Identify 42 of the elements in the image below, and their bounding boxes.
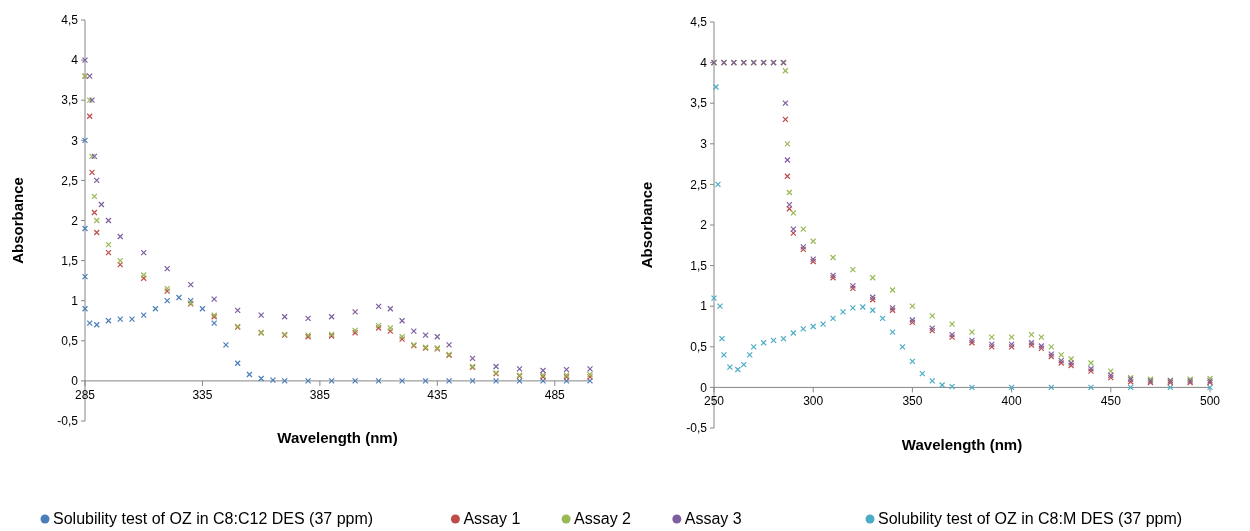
x-tick-label: 285 bbox=[74, 387, 96, 402]
x-tick-label: 450 bbox=[1100, 394, 1122, 409]
y-tick-label: -0,5 bbox=[686, 421, 708, 436]
y-tick-label: 2,5 bbox=[690, 177, 708, 192]
x-tick-label: 250 bbox=[703, 394, 725, 409]
y-tick-label: 4 bbox=[71, 53, 79, 68]
y-tick-label: 1,5 bbox=[690, 258, 708, 273]
y-tick-label: 1,5 bbox=[61, 253, 79, 268]
y-tick-label: 3 bbox=[700, 137, 708, 151]
y-tick-label: 3,5 bbox=[690, 96, 708, 111]
y-axis-title: Absorbance bbox=[9, 177, 26, 264]
y-tick-label: 4,5 bbox=[690, 15, 708, 30]
y-tick-label: -0,5 bbox=[57, 414, 79, 429]
x-tick-label: 385 bbox=[309, 387, 331, 402]
y-tick-label: 0,5 bbox=[690, 340, 708, 354]
legend-label: Solubility test of OZ in C8:M DES (37 ppm) bbox=[878, 510, 1183, 527]
y-tick-label: 3,5 bbox=[61, 93, 79, 108]
legend-label: Assay 1 bbox=[463, 510, 521, 527]
y-tick-label: 0 bbox=[700, 380, 708, 395]
x-axis-title: Wavelength (nm) bbox=[901, 436, 1023, 453]
x-tick-label: 435 bbox=[427, 387, 448, 402]
x-tick-label: 400 bbox=[1001, 394, 1022, 409]
legend-label: Assay 2 bbox=[574, 510, 632, 527]
y-tick-label: 4 bbox=[700, 55, 708, 70]
x-tick-label: 500 bbox=[1199, 394, 1221, 409]
y-axis-title: Absorbance bbox=[638, 181, 655, 269]
y-tick-label: 2,5 bbox=[61, 173, 79, 188]
y-tick-label: 1 bbox=[700, 299, 708, 314]
legend-label: Assay 3 bbox=[684, 510, 742, 527]
x-tick-label: 335 bbox=[192, 387, 213, 402]
y-tick-label: 0 bbox=[71, 374, 79, 389]
x-tick-label: 350 bbox=[902, 394, 923, 409]
y-tick-label: 3 bbox=[71, 133, 79, 148]
y-tick-label: 2 bbox=[700, 218, 708, 233]
y-tick-label: 4,5 bbox=[61, 13, 79, 28]
y-tick-label: 2 bbox=[71, 213, 79, 228]
x-tick-label: 485 bbox=[544, 387, 566, 402]
legend-label: Solubility test of OZ in C8:C12 DES (37 ppm) bbox=[53, 510, 374, 527]
x-tick-label: 300 bbox=[803, 394, 824, 409]
x-axis-title: Wavelength (nm) bbox=[277, 429, 398, 446]
y-tick-label: 0,5 bbox=[61, 334, 79, 348]
y-tick-label: 1 bbox=[71, 293, 79, 308]
